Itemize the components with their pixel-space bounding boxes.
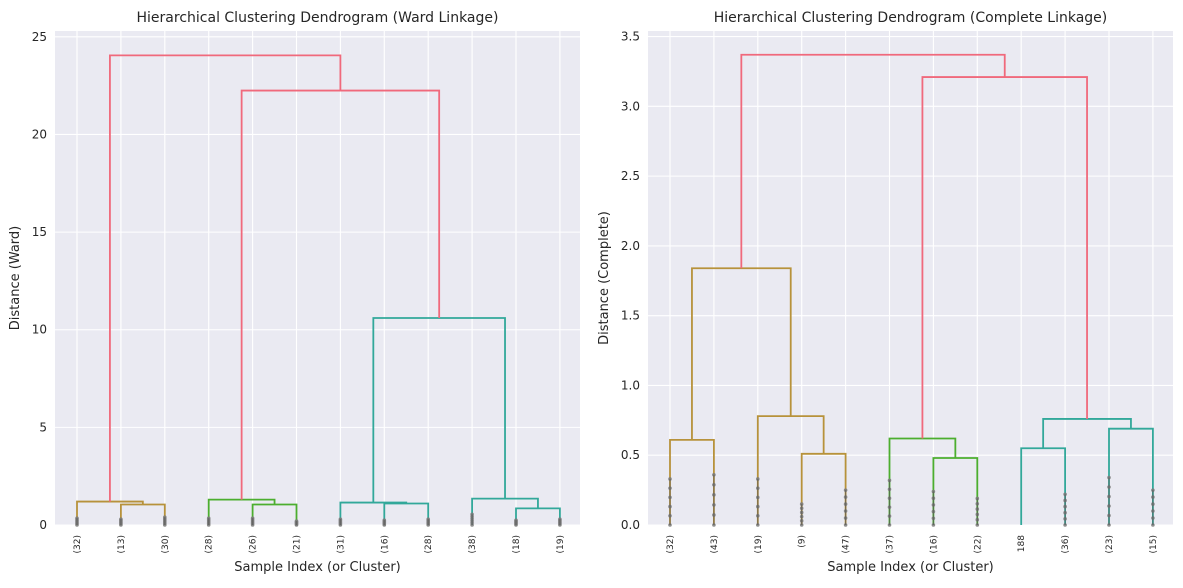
- plot-area: [648, 31, 1173, 525]
- y-tick-label: 2.5: [621, 169, 640, 183]
- leaf-label: 188: [1017, 535, 1027, 552]
- leaf-label: (31): [336, 535, 346, 553]
- leaf-label: (22): [973, 535, 983, 553]
- y-tick-label: 0.5: [621, 448, 640, 462]
- complete-dendrogram-panel: 0.0 0.5 1.0 1.5 2.0 2.5 3.0 3.5 (32) (43) (19) (9)…: [597, 10, 1173, 575]
- leaf-dots: [75, 512, 562, 527]
- leaf-label: (15): [1149, 535, 1159, 553]
- y-tick-label: 3.5: [621, 30, 640, 44]
- y-tick-label: 0.0: [621, 518, 640, 532]
- y-axis-label: Distance (Complete): [597, 211, 612, 345]
- leaf-label: (47): [842, 535, 852, 553]
- x-axis-leaf-labels: (32) (43) (19) (9) (47) (37) (16) (22) 188 (36) (2…: [666, 535, 1159, 554]
- leaf-label: (36): [1061, 535, 1071, 553]
- x-axis-leaf-labels: (32) (13) (30) (28) (26) (21) (31) (16) (28) (38)…: [73, 535, 566, 553]
- leaf-label: (23): [1105, 535, 1115, 553]
- leaf-label: (32): [73, 535, 83, 553]
- leaf-label: (32): [666, 535, 676, 553]
- dendrogram-link: [109, 54, 342, 502]
- y-tick-label: 0: [39, 518, 47, 532]
- dendrogram-link: [207, 498, 276, 525]
- y-axis-ticks: 0.0 0.5 1.0 1.5 2.0 2.5 3.0 3.5: [621, 30, 640, 532]
- y-tick-label: 3.0: [621, 99, 640, 113]
- leaf-label: (43): [710, 535, 720, 553]
- y-tick-label: 15: [32, 225, 47, 239]
- y-tick-label: 1.5: [621, 309, 640, 323]
- x-axis-label: Sample Index (or Cluster): [827, 560, 994, 575]
- leaf-label: (21): [293, 535, 303, 553]
- leaf-label: (16): [929, 535, 939, 553]
- dendrogram-links: [76, 54, 561, 525]
- x-axis-label: Sample Index (or Cluster): [234, 560, 401, 575]
- y-axis-label: Distance (Ward): [8, 226, 23, 330]
- y-tick-label: 10: [32, 323, 47, 337]
- dendrogram-link: [383, 502, 430, 525]
- dendrogram-link: [740, 53, 1006, 269]
- leaf-label: (18): [512, 535, 522, 553]
- y-tick-label: 5: [39, 420, 47, 434]
- dendrogram-link: [240, 89, 441, 500]
- dendrogram-link: [372, 317, 506, 503]
- leaf-label: (19): [556, 535, 566, 553]
- y-axis-ticks: 0 5 10 15 20 25: [32, 30, 47, 532]
- leaf-label: (38): [468, 535, 478, 553]
- leaf-label: (16): [380, 535, 390, 553]
- dendrogram-link: [1042, 418, 1132, 449]
- leaf-label: (26): [249, 535, 259, 553]
- leaf-dots: [668, 472, 1155, 527]
- y-tick-label: 20: [32, 127, 47, 141]
- dendrogram-link: [756, 415, 825, 525]
- y-tick-label: 25: [32, 30, 47, 44]
- leaf-label: (19): [754, 535, 764, 553]
- leaf-label: (13): [117, 535, 127, 553]
- chart-title: Hierarchical Clustering Dendrogram (Ward…: [137, 10, 499, 26]
- leaf-label: (28): [205, 535, 215, 553]
- plot-area: [55, 31, 580, 525]
- chart-title: Hierarchical Clustering Dendrogram (Comp…: [714, 10, 1108, 26]
- dendrogram-links: [669, 53, 1154, 525]
- y-tick-label: 1.0: [621, 378, 640, 392]
- leaf-label: (37): [886, 535, 896, 553]
- grid: [55, 31, 580, 526]
- dendrogram-link: [691, 267, 792, 440]
- dendrogram-link: [1020, 447, 1066, 525]
- leaf-label: (30): [161, 535, 171, 553]
- y-tick-label: 2.0: [621, 239, 640, 253]
- leaf-label: (28): [424, 535, 434, 553]
- leaf-label: (9): [798, 535, 808, 548]
